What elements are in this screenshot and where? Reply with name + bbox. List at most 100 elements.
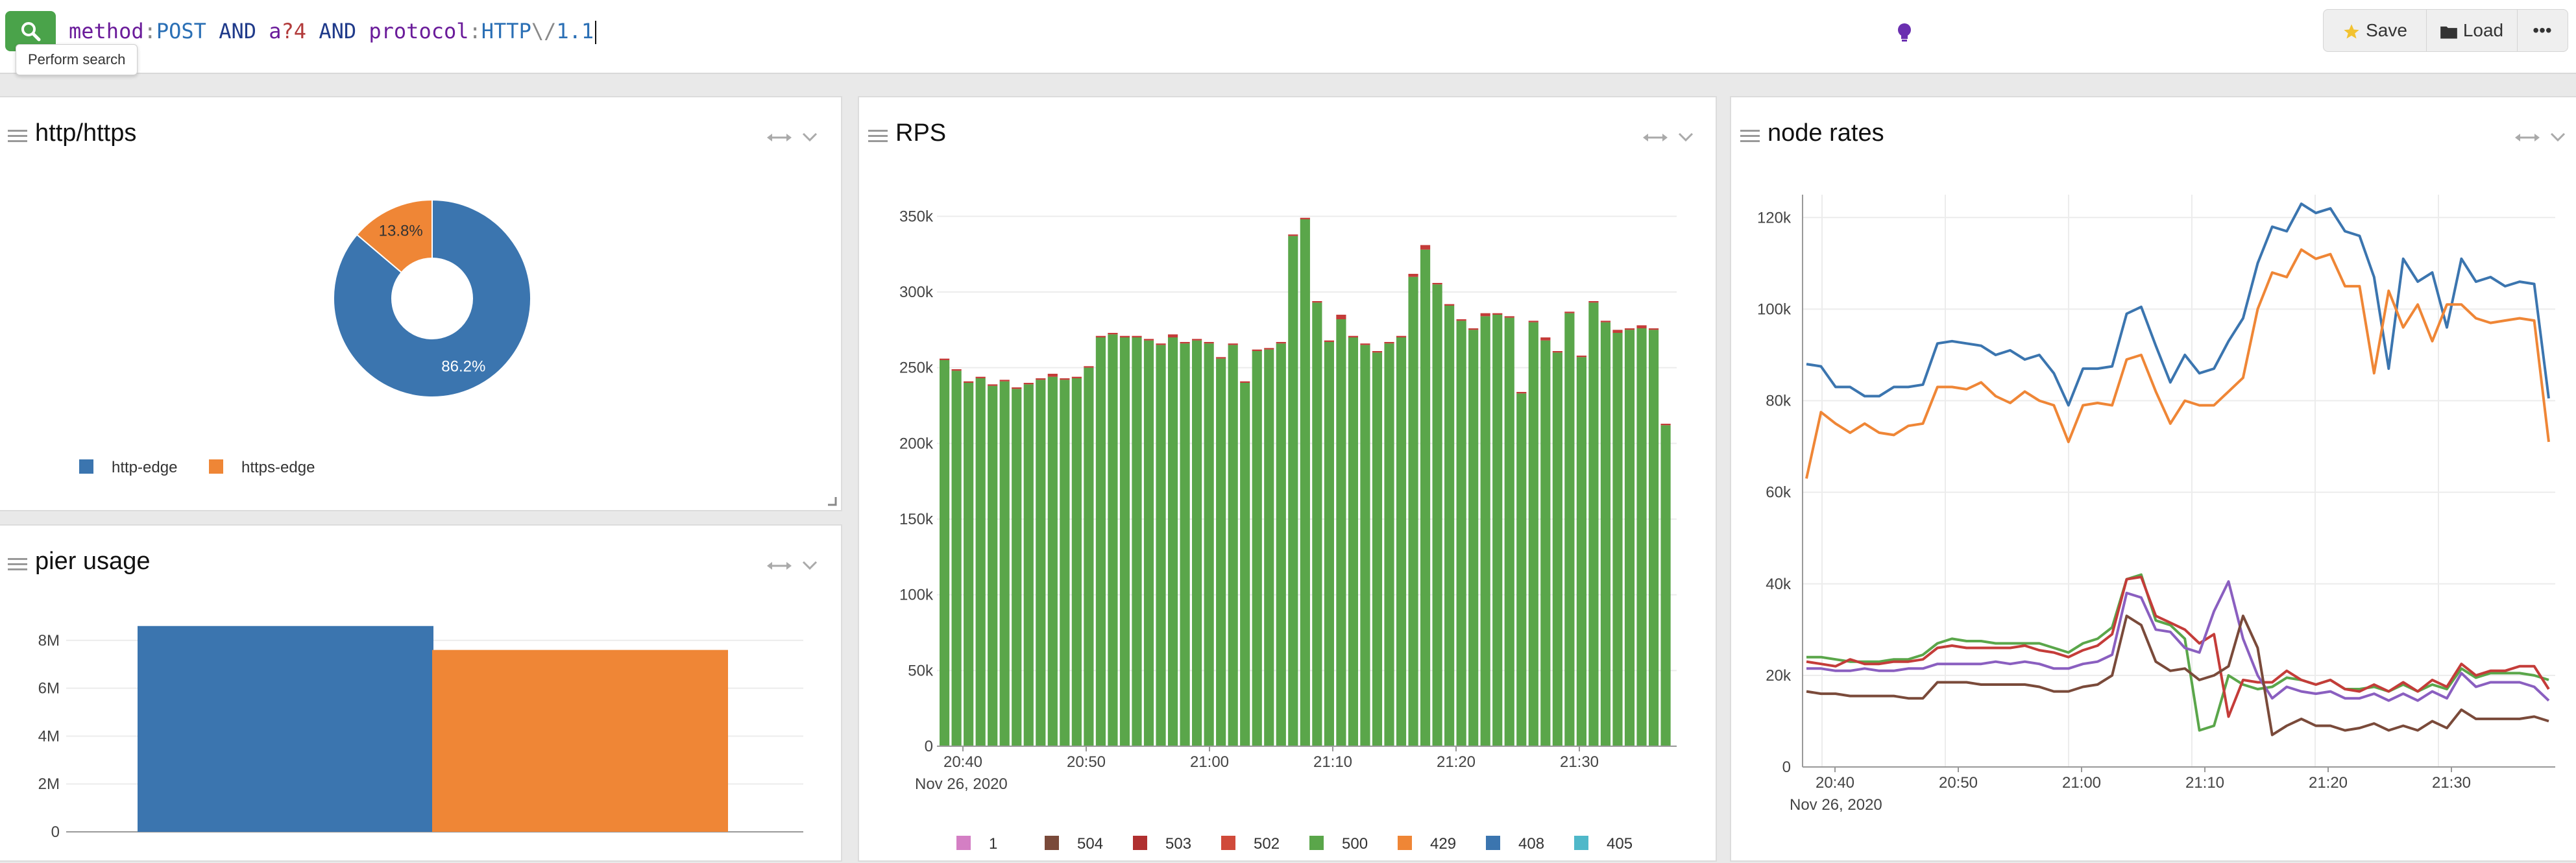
legend-label: https-edge: [241, 459, 315, 476]
chevron-down-icon: [1678, 132, 1694, 142]
bar-500: [1648, 330, 1659, 746]
bar-500: [1264, 349, 1274, 746]
bar-502: [1108, 333, 1118, 335]
bar-502: [1288, 234, 1298, 236]
panel-menu-icon[interactable]: [868, 128, 889, 144]
load-button[interactable]: Load: [2426, 10, 2518, 51]
y-tick-label: 120k: [1757, 209, 1792, 226]
bar-500: [1468, 330, 1479, 746]
lightbulb-icon[interactable]: [1895, 21, 1914, 45]
bar-502: [1047, 374, 1058, 377]
query-token: ?4: [281, 19, 307, 43]
bar-500: [1336, 319, 1346, 746]
y-tick-label: 100k: [899, 587, 934, 604]
legend-label: 503: [1165, 835, 1191, 853]
legend-label: 504: [1077, 835, 1103, 853]
y-tick-label: 250k: [899, 359, 934, 377]
bar-500: [1300, 219, 1310, 746]
panel-resize-controls[interactable]: [767, 128, 825, 147]
expand-horizontal-icon: [2515, 134, 2540, 141]
query-token: HTTP: [481, 19, 531, 43]
y-tick-label: 150k: [899, 511, 934, 528]
y-tick-label: 6M: [38, 680, 60, 698]
series-line: [1806, 580, 2550, 702]
bar-502: [1228, 343, 1238, 345]
series-line: [1805, 248, 2550, 479]
expand-horizontal-icon: [1643, 134, 1668, 141]
panel-menu-icon[interactable]: [8, 128, 29, 144]
pie-chart: 86.2% 13.8% http-edge https-edge: [79, 199, 531, 476]
bar-500: [1036, 380, 1046, 746]
bar-500: [1444, 306, 1455, 746]
bar-502: [1468, 328, 1479, 330]
more-options-button[interactable]: •••: [2517, 10, 2568, 51]
panel-resize-controls[interactable]: [1643, 128, 1701, 147]
y-tick-label: 0: [925, 738, 933, 755]
bar-500: [1420, 249, 1431, 746]
bar-500: [1204, 343, 1214, 746]
x-tick-label: 21:30: [1560, 753, 1599, 771]
bar-500: [1047, 376, 1058, 746]
star-icon: [2344, 23, 2359, 39]
chevron-down-icon: [802, 561, 818, 570]
y-tick-label: 200k: [899, 435, 934, 452]
y-tick-label: 60k: [1766, 484, 1792, 502]
bar-502: [1372, 351, 1383, 353]
panel-resize-controls[interactable]: [2515, 128, 2573, 147]
bar-502: [1456, 319, 1466, 321]
bar-500: [1348, 337, 1359, 746]
panel-pier-usage: pier usage 0 2M 4M 6M 8M: [0, 524, 842, 862]
bar-500: [1660, 425, 1671, 746]
bar-500: [1480, 316, 1490, 746]
pie-slice-https-edge: [356, 199, 433, 274]
panel-menu-icon[interactable]: [8, 557, 29, 572]
bar-502: [1540, 337, 1551, 341]
bar-502: [1396, 335, 1407, 337]
bar-500: [1012, 389, 1022, 746]
chevron-down-icon: [2550, 132, 2566, 142]
bar-500: [1372, 352, 1383, 746]
bar-500: [1600, 322, 1611, 747]
bar-500: [1192, 340, 1202, 746]
dashboard-actions: Save Load •••: [2323, 9, 2568, 52]
save-button[interactable]: Save: [2324, 10, 2427, 51]
x-axis-sublabel: Nov 26, 2020: [1790, 796, 1882, 814]
bar-500: [1636, 328, 1647, 746]
y-tick-label: 350k: [899, 208, 934, 225]
x-tick-label: 21:20: [2309, 774, 2348, 792]
pie-slice-label: 86.2%: [441, 358, 485, 375]
search-tooltip: Perform search: [16, 44, 138, 75]
bar-502: [1060, 378, 1070, 380]
bar-502: [1444, 304, 1455, 306]
bar-502: [951, 369, 962, 371]
legend-label: 500: [1342, 835, 1368, 853]
y-tick-label: 8M: [38, 632, 60, 650]
legend-label: 429: [1430, 835, 1456, 853]
bar-500: [975, 378, 986, 746]
y-tick-label: 300k: [899, 284, 934, 301]
bar-500: [988, 385, 998, 746]
panel-http-https: http/https 86.2% 13.8% http-edge https-edge: [0, 96, 842, 511]
panel-menu-icon[interactable]: [1740, 128, 1761, 144]
legend-label: http-edge: [112, 459, 177, 476]
panel-title: pier usage: [35, 548, 151, 575]
bar-500: [1143, 340, 1154, 746]
panel-node-rates: node rates 0 20k 40k 60k 80k 100k 120k 20:40 20:…: [1730, 96, 2576, 862]
x-tick-label: 21:00: [1190, 753, 1229, 771]
bar-502: [1576, 356, 1586, 358]
bar-502: [1564, 311, 1575, 313]
bar-500: [1240, 383, 1250, 746]
query-token: protocol: [369, 19, 469, 43]
bar-502: [1492, 313, 1503, 315]
bar-500: [1060, 380, 1070, 746]
bar-502: [1588, 301, 1599, 303]
bar-502: [1624, 328, 1635, 330]
legend-swatch: [1398, 836, 1412, 850]
search-query-input[interactable]: method:POST AND a?4 AND protocol:HTTP\/1…: [69, 16, 597, 47]
bar-502: [1119, 335, 1130, 337]
bar-500: [1288, 236, 1298, 746]
panel-resize-controls[interactable]: [767, 557, 825, 575]
bar-502: [1648, 328, 1659, 330]
bar-500: [1528, 322, 1538, 747]
resize-handle-icon[interactable]: [827, 496, 837, 506]
